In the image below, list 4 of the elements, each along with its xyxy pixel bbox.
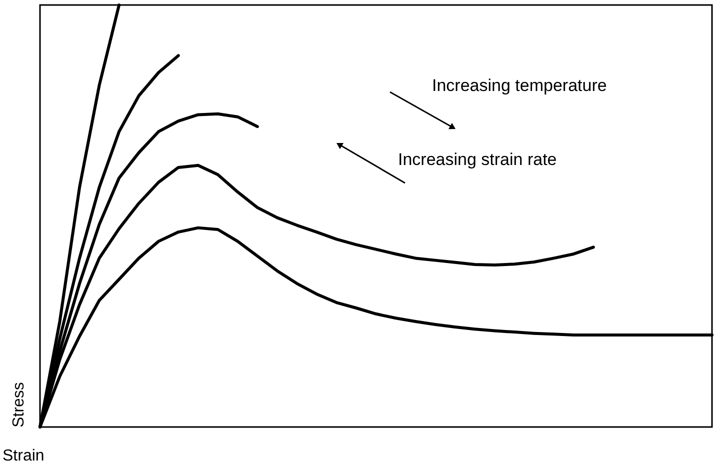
y-axis-title: Stress — [10, 382, 28, 428]
x-axis-title: Strain — [2, 448, 44, 464]
annotation: Increasing temperature — [432, 76, 607, 95]
annotation: Increasing strain rate — [398, 150, 557, 169]
